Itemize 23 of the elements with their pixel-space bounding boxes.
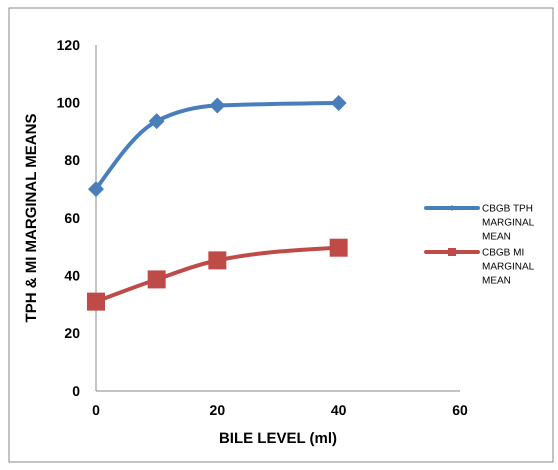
point <box>148 270 166 288</box>
y-tick-label: 0 <box>72 382 80 399</box>
y-tick-label: 60 <box>64 210 80 226</box>
point <box>209 98 226 114</box>
x-axis-title: BILE LEVEL (ml) <box>218 430 338 447</box>
point <box>87 292 105 311</box>
y-tick-label: 20 <box>64 325 80 342</box>
point <box>148 113 165 130</box>
x-tick-label: 20 <box>210 402 226 418</box>
y-axis-title: TPH & MI MARGINAL MEANS <box>23 114 40 322</box>
y-tick-label: 120 <box>56 36 80 53</box>
x-tick-label: 60 <box>452 402 468 418</box>
x-tick-label: 0 <box>92 402 100 418</box>
x-tick-label: 40 <box>330 402 347 418</box>
y-tick-label: 40 <box>64 268 80 284</box>
point <box>208 251 226 270</box>
y-tick-label: 100 <box>56 94 80 111</box>
point <box>330 94 347 111</box>
point <box>330 238 348 257</box>
text: CBGB MI MARGINAL MEAN <box>482 248 535 286</box>
text: CBGB TPH MARGINAL MEAN <box>482 204 535 242</box>
point <box>88 181 104 198</box>
y-tick-label: 80 <box>64 152 80 168</box>
